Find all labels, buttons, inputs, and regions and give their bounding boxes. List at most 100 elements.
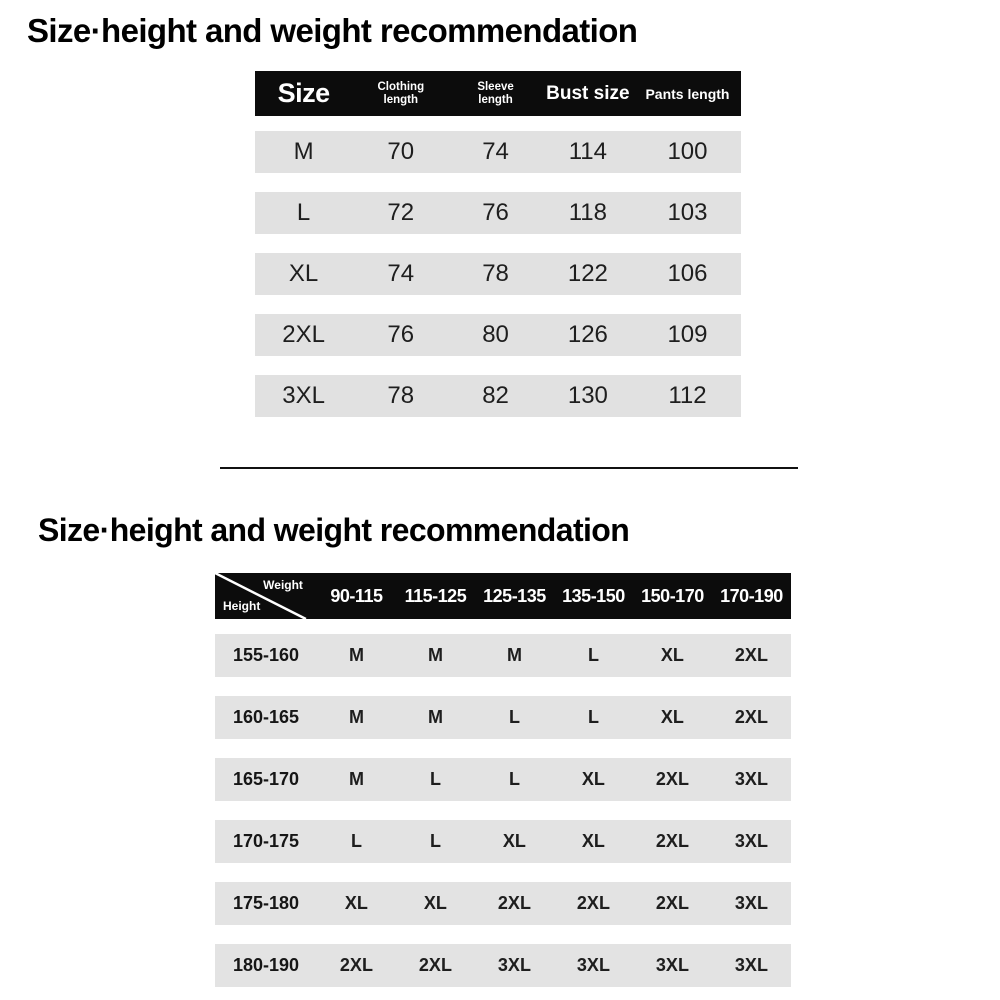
recommended-size: XL	[581, 769, 605, 790]
bust-size-value: 114	[568, 138, 607, 166]
sleeve-length-value: 74	[482, 138, 509, 166]
table-row: 3XL 78 82 130 112	[255, 375, 741, 418]
recommended-size: L	[587, 707, 599, 728]
recommended-size: 2XL	[655, 831, 689, 852]
weight-axis-label: Weight	[263, 578, 303, 593]
pants-length-value: 100	[667, 138, 708, 166]
table-row: 180-190 2XL 2XL 3XL 3XL 3XL 3XL	[215, 944, 791, 988]
height-axis-label: Height	[223, 599, 261, 614]
recommended-size: 2XL	[576, 893, 610, 914]
recommended-size: 2XL	[655, 893, 689, 914]
bust-size-value: 118	[568, 199, 607, 227]
recommended-size: XL	[502, 831, 526, 852]
size-label: M	[293, 138, 314, 166]
size-chart-title: Size·height and weight recommendation	[38, 512, 630, 549]
section-divider	[220, 467, 798, 470]
clothing-length-value: 74	[387, 260, 415, 288]
table-row: 160-165 M M L L XL 2XL	[215, 696, 791, 740]
table-row: 170-175 L L XL XL 2XL 3XL	[215, 820, 791, 864]
height-range-label: 155-160	[232, 645, 299, 666]
height-weight-table-header: Weight Height 90-115 115-125 125-135 135…	[215, 573, 791, 620]
measurement-table-header: Size Clothing length Sleeve length Bust …	[255, 71, 741, 117]
corner-cell: Weight Height	[215, 573, 317, 620]
recommended-size: 3XL	[734, 955, 768, 976]
recommended-size: M	[348, 645, 364, 666]
column-header-pants-length: Pants length	[645, 85, 730, 102]
recommended-size: 3XL	[497, 955, 531, 976]
height-range-label: 165-170	[232, 769, 299, 790]
column-header-sleeve-length: Sleeve length	[477, 80, 514, 106]
sleeve-length-value: 80	[482, 321, 509, 349]
table-row: 2XL 76 80 126 109	[255, 314, 741, 357]
weight-range-header: 125-135	[483, 585, 546, 606]
bust-size-value: 126	[567, 321, 608, 349]
pants-length-value: 106	[667, 260, 708, 288]
bust-size-value: 130	[567, 382, 608, 410]
table-row: 165-170 M L L XL 2XL 3XL	[215, 758, 791, 802]
table-row: L 72 76 118 103	[255, 192, 741, 235]
weight-range-header: 135-150	[562, 585, 625, 606]
size-chart-title: Size·height and weight recommendation	[27, 12, 638, 49]
recommended-size: M	[427, 707, 443, 728]
clothing-length-value: 76	[387, 321, 415, 349]
recommended-size: 2XL	[418, 955, 452, 976]
recommended-size: 3XL	[576, 955, 610, 976]
recommended-size: 3XL	[655, 955, 689, 976]
height-range-label: 170-175	[232, 831, 299, 852]
weight-range-header: 170-190	[720, 585, 783, 606]
recommended-size: XL	[423, 893, 447, 914]
table-row: 175-180 XL XL 2XL 2XL 2XL 3XL	[215, 882, 791, 926]
recommended-size: 2XL	[339, 955, 373, 976]
height-range-label: 180-190	[232, 955, 299, 976]
recommended-size: XL	[344, 893, 368, 914]
recommended-size: 2XL	[734, 645, 768, 666]
weight-range-header: 90-115	[330, 585, 383, 606]
clothing-length-value: 72	[387, 199, 415, 227]
recommended-size: L	[508, 769, 520, 790]
recommended-size: L	[350, 831, 362, 852]
height-range-label: 160-165	[232, 707, 299, 728]
clothing-length-value: 70	[387, 138, 415, 166]
recommended-size: XL	[581, 831, 605, 852]
recommended-size: L	[429, 831, 441, 852]
pants-length-value: 109	[667, 321, 708, 349]
sleeve-length-value: 78	[482, 260, 509, 288]
recommended-size: 2XL	[734, 707, 768, 728]
measurement-table: Size Clothing length Sleeve length Bust …	[255, 71, 741, 418]
recommended-size: L	[508, 707, 520, 728]
size-label: XL	[288, 260, 319, 288]
sleeve-length-value: 82	[482, 382, 509, 410]
clothing-length-value: 78	[387, 382, 415, 410]
table-row: M 70 74 114 100	[255, 131, 741, 174]
recommended-size: M	[348, 707, 364, 728]
bust-size-value: 122	[567, 260, 608, 288]
table-row: XL 74 78 122 106	[255, 253, 741, 296]
height-range-label: 175-180	[232, 893, 299, 914]
table-row: 155-160 M M M L XL 2XL	[215, 634, 791, 678]
weight-range-header: 150-170	[641, 585, 704, 606]
column-header-bust-size: Bust size	[546, 82, 630, 104]
diagonal-line	[215, 573, 307, 620]
size-label: 3XL	[282, 382, 325, 410]
weight-range-header: 115-125	[404, 585, 467, 606]
recommended-size: L	[587, 645, 599, 666]
recommended-size: 3XL	[734, 893, 768, 914]
recommended-size: M	[348, 769, 364, 790]
recommended-size: 3XL	[734, 769, 768, 790]
recommended-size: XL	[660, 707, 684, 728]
recommended-size: 2XL	[497, 893, 531, 914]
pants-length-value: 112	[668, 382, 707, 410]
pants-length-value: 103	[667, 199, 708, 227]
column-header-clothing-length: Clothing length	[377, 80, 425, 106]
recommended-size: XL	[660, 645, 684, 666]
column-header-size: Size	[277, 78, 331, 109]
size-label: 2XL	[282, 321, 325, 349]
height-weight-table: Weight Height 90-115 115-125 125-135 135…	[215, 573, 791, 988]
size-label: L	[296, 199, 311, 227]
recommended-size: L	[429, 769, 441, 790]
recommended-size: M	[506, 645, 522, 666]
sleeve-length-value: 76	[482, 199, 509, 227]
recommended-size: 2XL	[655, 769, 689, 790]
recommended-size: 3XL	[734, 831, 768, 852]
recommended-size: M	[427, 645, 443, 666]
